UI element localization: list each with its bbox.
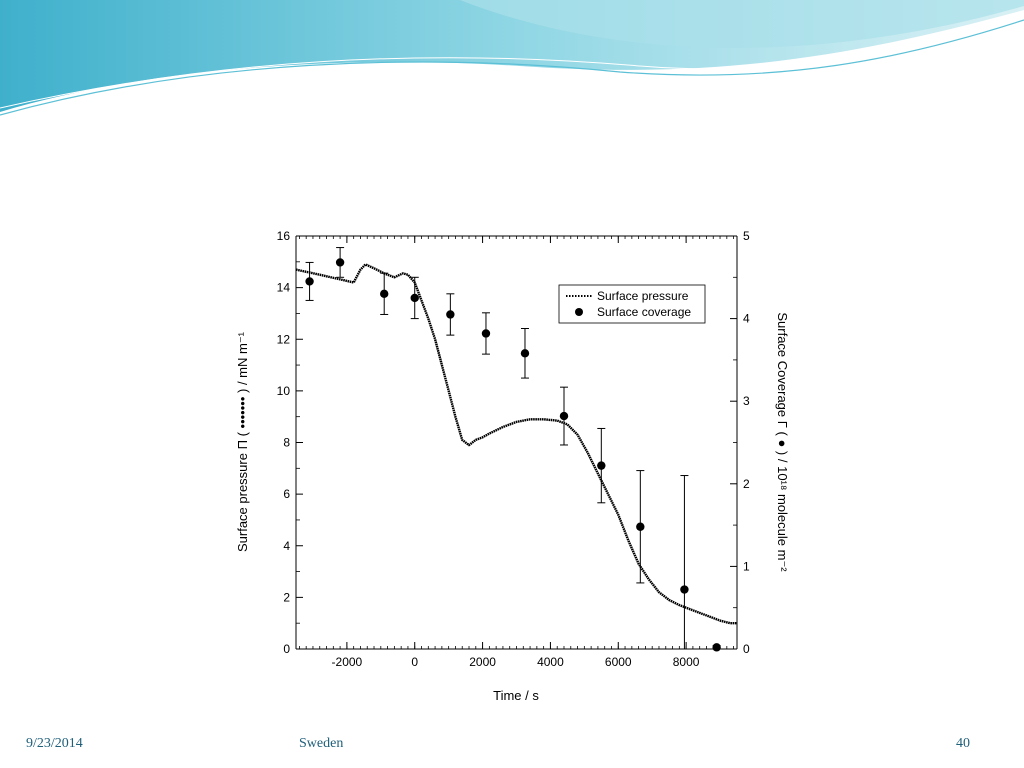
- x-tick-label: 4000: [537, 655, 564, 669]
- y-tick-label: 12: [277, 332, 291, 346]
- header-wave-decoration: [0, 0, 1024, 116]
- legend-label-surface-pressure: Surface pressure: [597, 289, 689, 303]
- y-tick-label: 4: [283, 539, 290, 553]
- y-tick-label: 10: [277, 384, 291, 398]
- y2-tick-label: 2: [743, 477, 750, 491]
- y2-tick-label: 4: [743, 312, 750, 326]
- legend-swatch-surface-coverage: [575, 308, 583, 316]
- y-tick-label: 6: [283, 487, 290, 501]
- x-tick-label: 8000: [673, 655, 700, 669]
- series-surface-pressure: [295, 263, 737, 625]
- surface-coverage-point: [410, 293, 419, 303]
- surface-coverage-point: [559, 411, 569, 421]
- surface-coverage-point: [597, 461, 606, 470]
- y-tick-label: 16: [277, 229, 291, 243]
- x-tick-label: 0: [411, 655, 418, 669]
- x-tick-label: 6000: [605, 655, 632, 669]
- x-tick-label: 2000: [469, 655, 496, 669]
- surface-coverage-point: [680, 585, 689, 594]
- y2-axis-title: Surface Coverage Γ ( ● ) / 10¹⁸ molecule…: [775, 312, 790, 572]
- y2-tick-label: 1: [743, 559, 750, 573]
- surface-coverage-point: [380, 289, 389, 299]
- surface-coverage-point: [520, 349, 530, 358]
- legend-label-surface-coverage: Surface coverage: [597, 305, 691, 319]
- y-axis-ticks: 0 2 4 6 8 10 12 14 16: [277, 229, 303, 656]
- chart-legend: Surface pressure Surface coverage: [558, 284, 706, 324]
- y2-axis-ticks: 0 1 2 3 4 5: [730, 229, 750, 656]
- y2-tick-label: 0: [743, 642, 750, 656]
- series-surface-coverage: [305, 247, 721, 652]
- surface-coverage-point: [712, 643, 721, 652]
- footer-location: Sweden: [299, 736, 344, 751]
- x-axis-title: Time / s: [493, 688, 539, 703]
- y-tick-label: 0: [283, 642, 290, 656]
- footer-date: 9/23/2014: [26, 736, 83, 751]
- surface-coverage-point: [481, 329, 491, 338]
- y-tick-label: 8: [283, 436, 290, 450]
- y2-tick-label: 5: [743, 229, 750, 243]
- y2-tick-label: 3: [743, 394, 750, 408]
- surface-pressure-line: [295, 263, 737, 625]
- y-axis-title: Surface pressure Π ( ••••••• ) / mN m⁻¹: [235, 331, 250, 552]
- x-tick-label: -2000: [332, 655, 363, 669]
- y-tick-label: 14: [277, 281, 291, 295]
- surface-coverage-point: [446, 310, 455, 319]
- surface-coverage-point: [335, 258, 345, 267]
- y-tick-label: 2: [283, 590, 290, 604]
- x-axis-ticks: -2000 0 2000 4000 6000 8000: [332, 236, 700, 669]
- footer-page-number: 40: [956, 736, 970, 751]
- surface-coverage-point: [305, 277, 314, 286]
- surface-coverage-point: [636, 522, 645, 531]
